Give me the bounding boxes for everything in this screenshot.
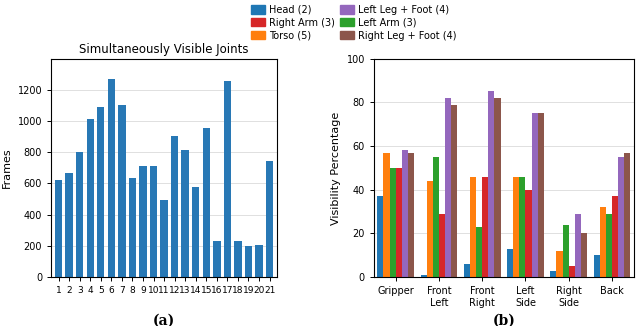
Bar <box>513 177 519 277</box>
Bar <box>213 241 221 277</box>
Bar <box>203 128 210 277</box>
Bar <box>396 168 402 277</box>
Bar <box>433 157 439 277</box>
Bar <box>488 91 495 277</box>
Bar <box>569 266 575 277</box>
Bar <box>377 196 383 277</box>
Bar <box>420 275 427 277</box>
Bar <box>495 98 500 277</box>
Bar <box>439 214 445 277</box>
Bar <box>255 245 262 277</box>
Bar <box>451 105 458 277</box>
Bar <box>464 264 470 277</box>
Bar <box>408 153 414 277</box>
Bar <box>445 98 451 277</box>
Bar <box>65 172 73 277</box>
Legend: Head (2), Right Arm (3), Torso (5), Left Leg + Foot (4), Left Arm (3), Right Leg: Head (2), Right Arm (3), Torso (5), Left… <box>252 5 456 41</box>
Bar <box>118 106 125 277</box>
Y-axis label: Frames: Frames <box>2 148 12 188</box>
Bar <box>550 271 556 277</box>
Bar <box>244 246 252 277</box>
Title: Simultaneously Visible Joints: Simultaneously Visible Joints <box>79 43 249 56</box>
Bar <box>476 227 482 277</box>
Text: (b): (b) <box>492 314 515 326</box>
Bar <box>507 249 513 277</box>
Bar <box>525 190 532 277</box>
Bar <box>55 180 62 277</box>
Bar <box>182 150 189 277</box>
Bar <box>383 153 390 277</box>
Bar <box>606 214 612 277</box>
Bar <box>223 81 231 277</box>
Bar <box>575 214 581 277</box>
Bar <box>161 200 168 277</box>
Text: (a): (a) <box>153 314 175 326</box>
Bar <box>129 178 136 277</box>
Bar <box>108 79 115 277</box>
Bar <box>612 196 618 277</box>
Bar <box>624 153 630 277</box>
Bar <box>390 168 396 277</box>
Bar <box>171 136 179 277</box>
Bar <box>266 161 273 277</box>
Bar <box>86 119 94 277</box>
Bar <box>538 113 544 277</box>
Bar <box>140 166 147 277</box>
Y-axis label: Visibility Percentage: Visibility Percentage <box>331 111 341 225</box>
Bar <box>234 241 241 277</box>
Bar <box>97 107 104 277</box>
Bar <box>76 152 83 277</box>
Bar <box>563 225 569 277</box>
Bar <box>482 177 488 277</box>
Bar <box>427 181 433 277</box>
Bar <box>519 177 525 277</box>
Bar <box>402 150 408 277</box>
Bar <box>581 233 587 277</box>
Bar <box>470 177 476 277</box>
Bar <box>192 187 200 277</box>
Bar <box>150 166 157 277</box>
Bar <box>532 113 538 277</box>
Bar <box>600 207 606 277</box>
Bar <box>593 255 600 277</box>
Bar <box>556 251 563 277</box>
Bar <box>618 157 624 277</box>
